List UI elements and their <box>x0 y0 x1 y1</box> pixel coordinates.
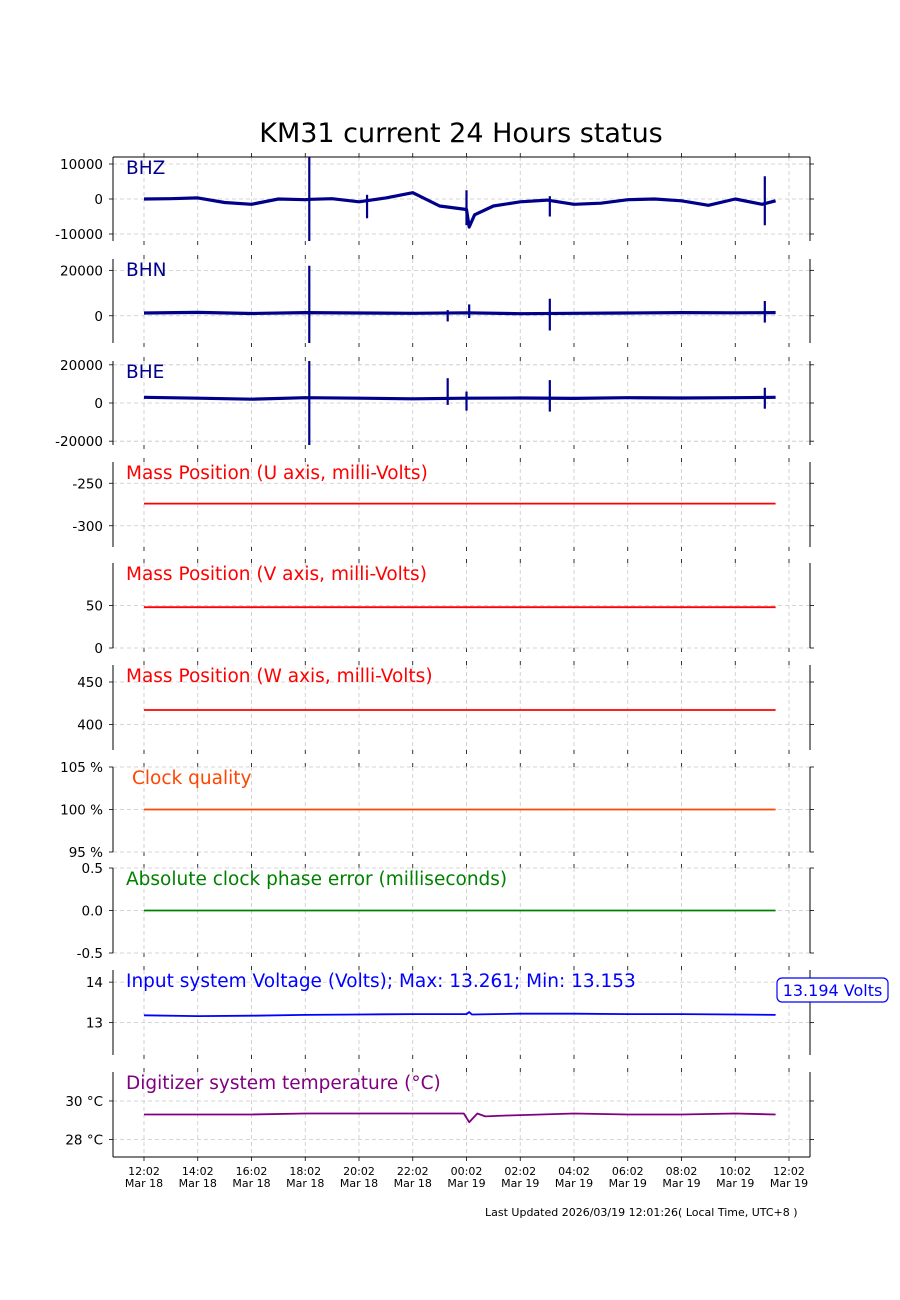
y-tick-label: 0.0 <box>82 904 103 920</box>
panel-label: Absolute clock phase error (milliseconds… <box>126 869 507 890</box>
x-tick-label: 12:02 <box>773 1165 805 1178</box>
panel-label: Clock quality <box>132 768 251 789</box>
y-tick-label: -250 <box>72 476 103 492</box>
panel-label: BHZ <box>126 158 165 179</box>
y-tick-label: 0 <box>94 396 103 412</box>
x-tick-label: 00:02 <box>451 1165 483 1178</box>
y-tick-label: 0 <box>94 192 103 208</box>
x-tick-label: 04:02 <box>558 1165 590 1178</box>
voltage-readout: 13.194 Volts <box>783 981 883 1000</box>
y-tick-label: 0 <box>94 641 103 657</box>
panel-1: 20000 0 BHN <box>60 255 814 347</box>
series-line <box>143 395 776 401</box>
y-tick-label: 10000 <box>60 157 103 173</box>
y-tick-label: -0.5 <box>77 946 103 962</box>
x-tick-label: Mar 18 <box>125 1177 163 1190</box>
y-tick-label: 95 % <box>69 845 103 861</box>
x-tick-label: Mar 19 <box>501 1177 539 1190</box>
panel-7: 0.5 0.0 -0.5 Absolute clock phase error (mi… <box>77 861 814 962</box>
series-line <box>143 1011 776 1017</box>
y-tick-label: 13 <box>86 1016 103 1032</box>
y-tick-label: 50 <box>86 599 103 615</box>
x-tick-label: Mar 18 <box>286 1177 324 1190</box>
y-tick-label: 0.5 <box>82 861 103 877</box>
x-tick-label: Mar 19 <box>770 1177 808 1190</box>
x-tick-label: 22:02 <box>397 1165 429 1178</box>
x-tick-label: 16:02 <box>236 1165 268 1178</box>
y-tick-label: -300 <box>72 519 103 535</box>
x-tick-label: Mar 18 <box>340 1177 378 1190</box>
panel-4: 50 0 Mass Position (V axis, milli-Volts) <box>86 559 814 657</box>
panel-9: 30 °C 28 °C Digitizer system temperature (… <box>65 1068 814 1161</box>
page-title: KM31 current 24 Hours status <box>259 118 663 149</box>
series-line <box>143 191 777 229</box>
x-tick-label: 18:02 <box>289 1165 321 1178</box>
panel-label: Mass Position (W axis, milli-Volts) <box>126 666 433 687</box>
panel-label: Digitizer system temperature (°C) <box>126 1073 441 1094</box>
x-tick-label: 14:02 <box>182 1165 214 1178</box>
series-line <box>143 310 776 316</box>
y-tick-label: -20000 <box>55 434 103 450</box>
y-tick-label: 0 <box>94 309 103 325</box>
x-tick-label: Mar 19 <box>555 1177 593 1190</box>
y-tick-label: 20000 <box>60 263 103 279</box>
x-tick-label: Mar 19 <box>716 1177 754 1190</box>
panel-label: Input system Voltage (Volts); Max: 13.26… <box>126 971 636 992</box>
x-tick-label: Mar 18 <box>179 1177 217 1190</box>
x-tick-label: 02:02 <box>504 1165 536 1178</box>
x-tick-label: Mar 18 <box>232 1177 270 1190</box>
x-tick-label: 08:02 <box>666 1165 698 1178</box>
panel-label: Mass Position (U axis, milli-Volts) <box>126 463 428 484</box>
y-tick-label: 100 % <box>60 803 103 819</box>
y-tick-label: 400 <box>77 718 103 734</box>
panel-5: 450 400 Mass Position (W axis, milli-Volts… <box>77 661 814 754</box>
y-tick-label: 105 % <box>60 760 103 776</box>
panel-0: 10000 0 -10000 BHZ <box>55 153 814 245</box>
panel-label: BHE <box>126 362 164 383</box>
x-tick-label: 12:02 <box>128 1165 160 1178</box>
y-tick-label: 14 <box>86 975 103 991</box>
y-tick-label: 450 <box>77 675 103 691</box>
x-tick-label: Mar 19 <box>662 1177 700 1190</box>
x-tick-label: 20:02 <box>343 1165 375 1178</box>
voltage-readout-box <box>776 977 889 1003</box>
y-tick-label: 30 °C <box>65 1094 103 1110</box>
panel-3: -250 -300 Mass Position (U axis, milli-Vol… <box>72 458 814 551</box>
series-line <box>144 1112 776 1124</box>
panel-2: 20000 0 -20000 BHE <box>55 357 814 450</box>
panel-label: Mass Position (V axis, milli-Volts) <box>126 564 427 585</box>
y-tick-label: 20000 <box>60 358 103 374</box>
x-tick-label: Mar 18 <box>394 1177 432 1190</box>
panel-8: 14 13 Input system Voltage (Volts); Max: 1… <box>86 966 889 1059</box>
x-tick-label: Mar 19 <box>609 1177 647 1190</box>
x-tick-label: 10:02 <box>719 1165 751 1178</box>
x-tick-label: Mar 19 <box>447 1177 485 1190</box>
last-updated-footer: Last Updated 2026/03/19 12:01:26( Local … <box>485 1206 798 1219</box>
y-tick-label: 28 °C <box>65 1133 103 1149</box>
y-tick-label: -10000 <box>55 227 103 243</box>
panel-6: 105 % 100 % 95 % Clock quality <box>60 760 814 861</box>
x-tick-label: 06:02 <box>612 1165 644 1178</box>
panel-label: BHN <box>126 260 166 281</box>
